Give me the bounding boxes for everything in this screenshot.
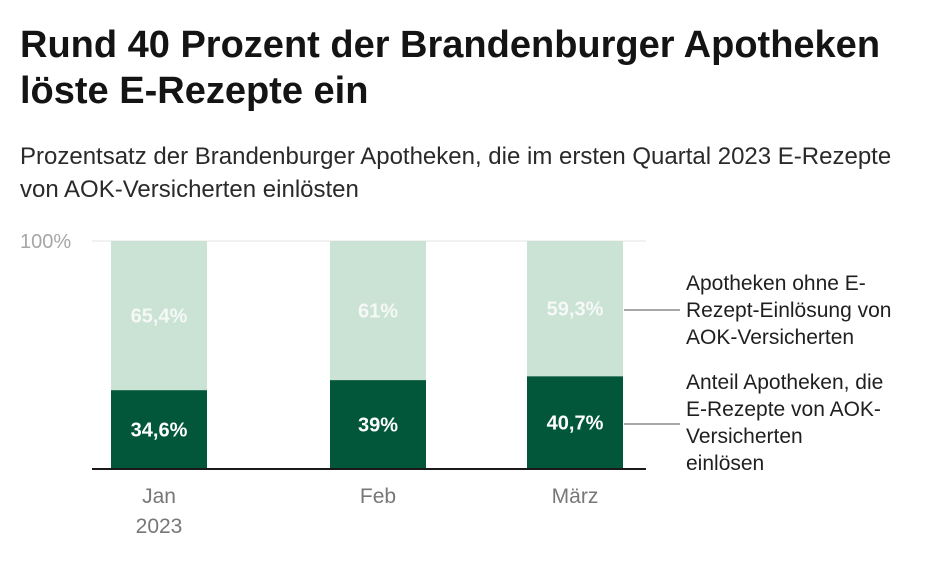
chart-subtitle: Prozentsatz der Brandenburger Apotheken,… [20, 143, 892, 203]
bar-value-label: 61% [358, 301, 398, 323]
bar-value-label: 34,6% [131, 420, 188, 442]
bar-value-label: 59,3% [547, 299, 604, 321]
legend-label: Rezept-Einlösung von [686, 299, 891, 322]
legend-label: AOK-Versicherten [686, 326, 854, 349]
bar-value-label: 65,4% [131, 306, 188, 328]
x-tick-label: März [552, 485, 599, 508]
x-tick-label: 2023 [136, 515, 183, 538]
legend-label: Apotheken ohne E- [686, 272, 866, 295]
bar-value-label: 40,7% [547, 413, 604, 435]
bar-value-label: 39% [358, 415, 398, 437]
bar-with-erezept [527, 376, 623, 469]
bar-with-erezept [330, 380, 426, 469]
legend-label: Versicherten [686, 425, 803, 448]
x-tick-label: Jan [142, 485, 176, 508]
bar-without-erezept [111, 241, 207, 391]
legend-label: E-Rezepte von AOK- [686, 398, 881, 421]
y-tick-label: 100% [20, 231, 71, 253]
chart-title: Rund 40 Prozent der Brandenburger Apothe… [20, 24, 881, 112]
bar-without-erezept [527, 241, 623, 377]
x-tick-label: Feb [360, 485, 396, 508]
legend-label: einlösen [686, 452, 764, 475]
legend-label: Anteil Apotheken, die [686, 371, 883, 394]
bar-with-erezept [111, 390, 207, 469]
bar-without-erezept [330, 241, 426, 381]
